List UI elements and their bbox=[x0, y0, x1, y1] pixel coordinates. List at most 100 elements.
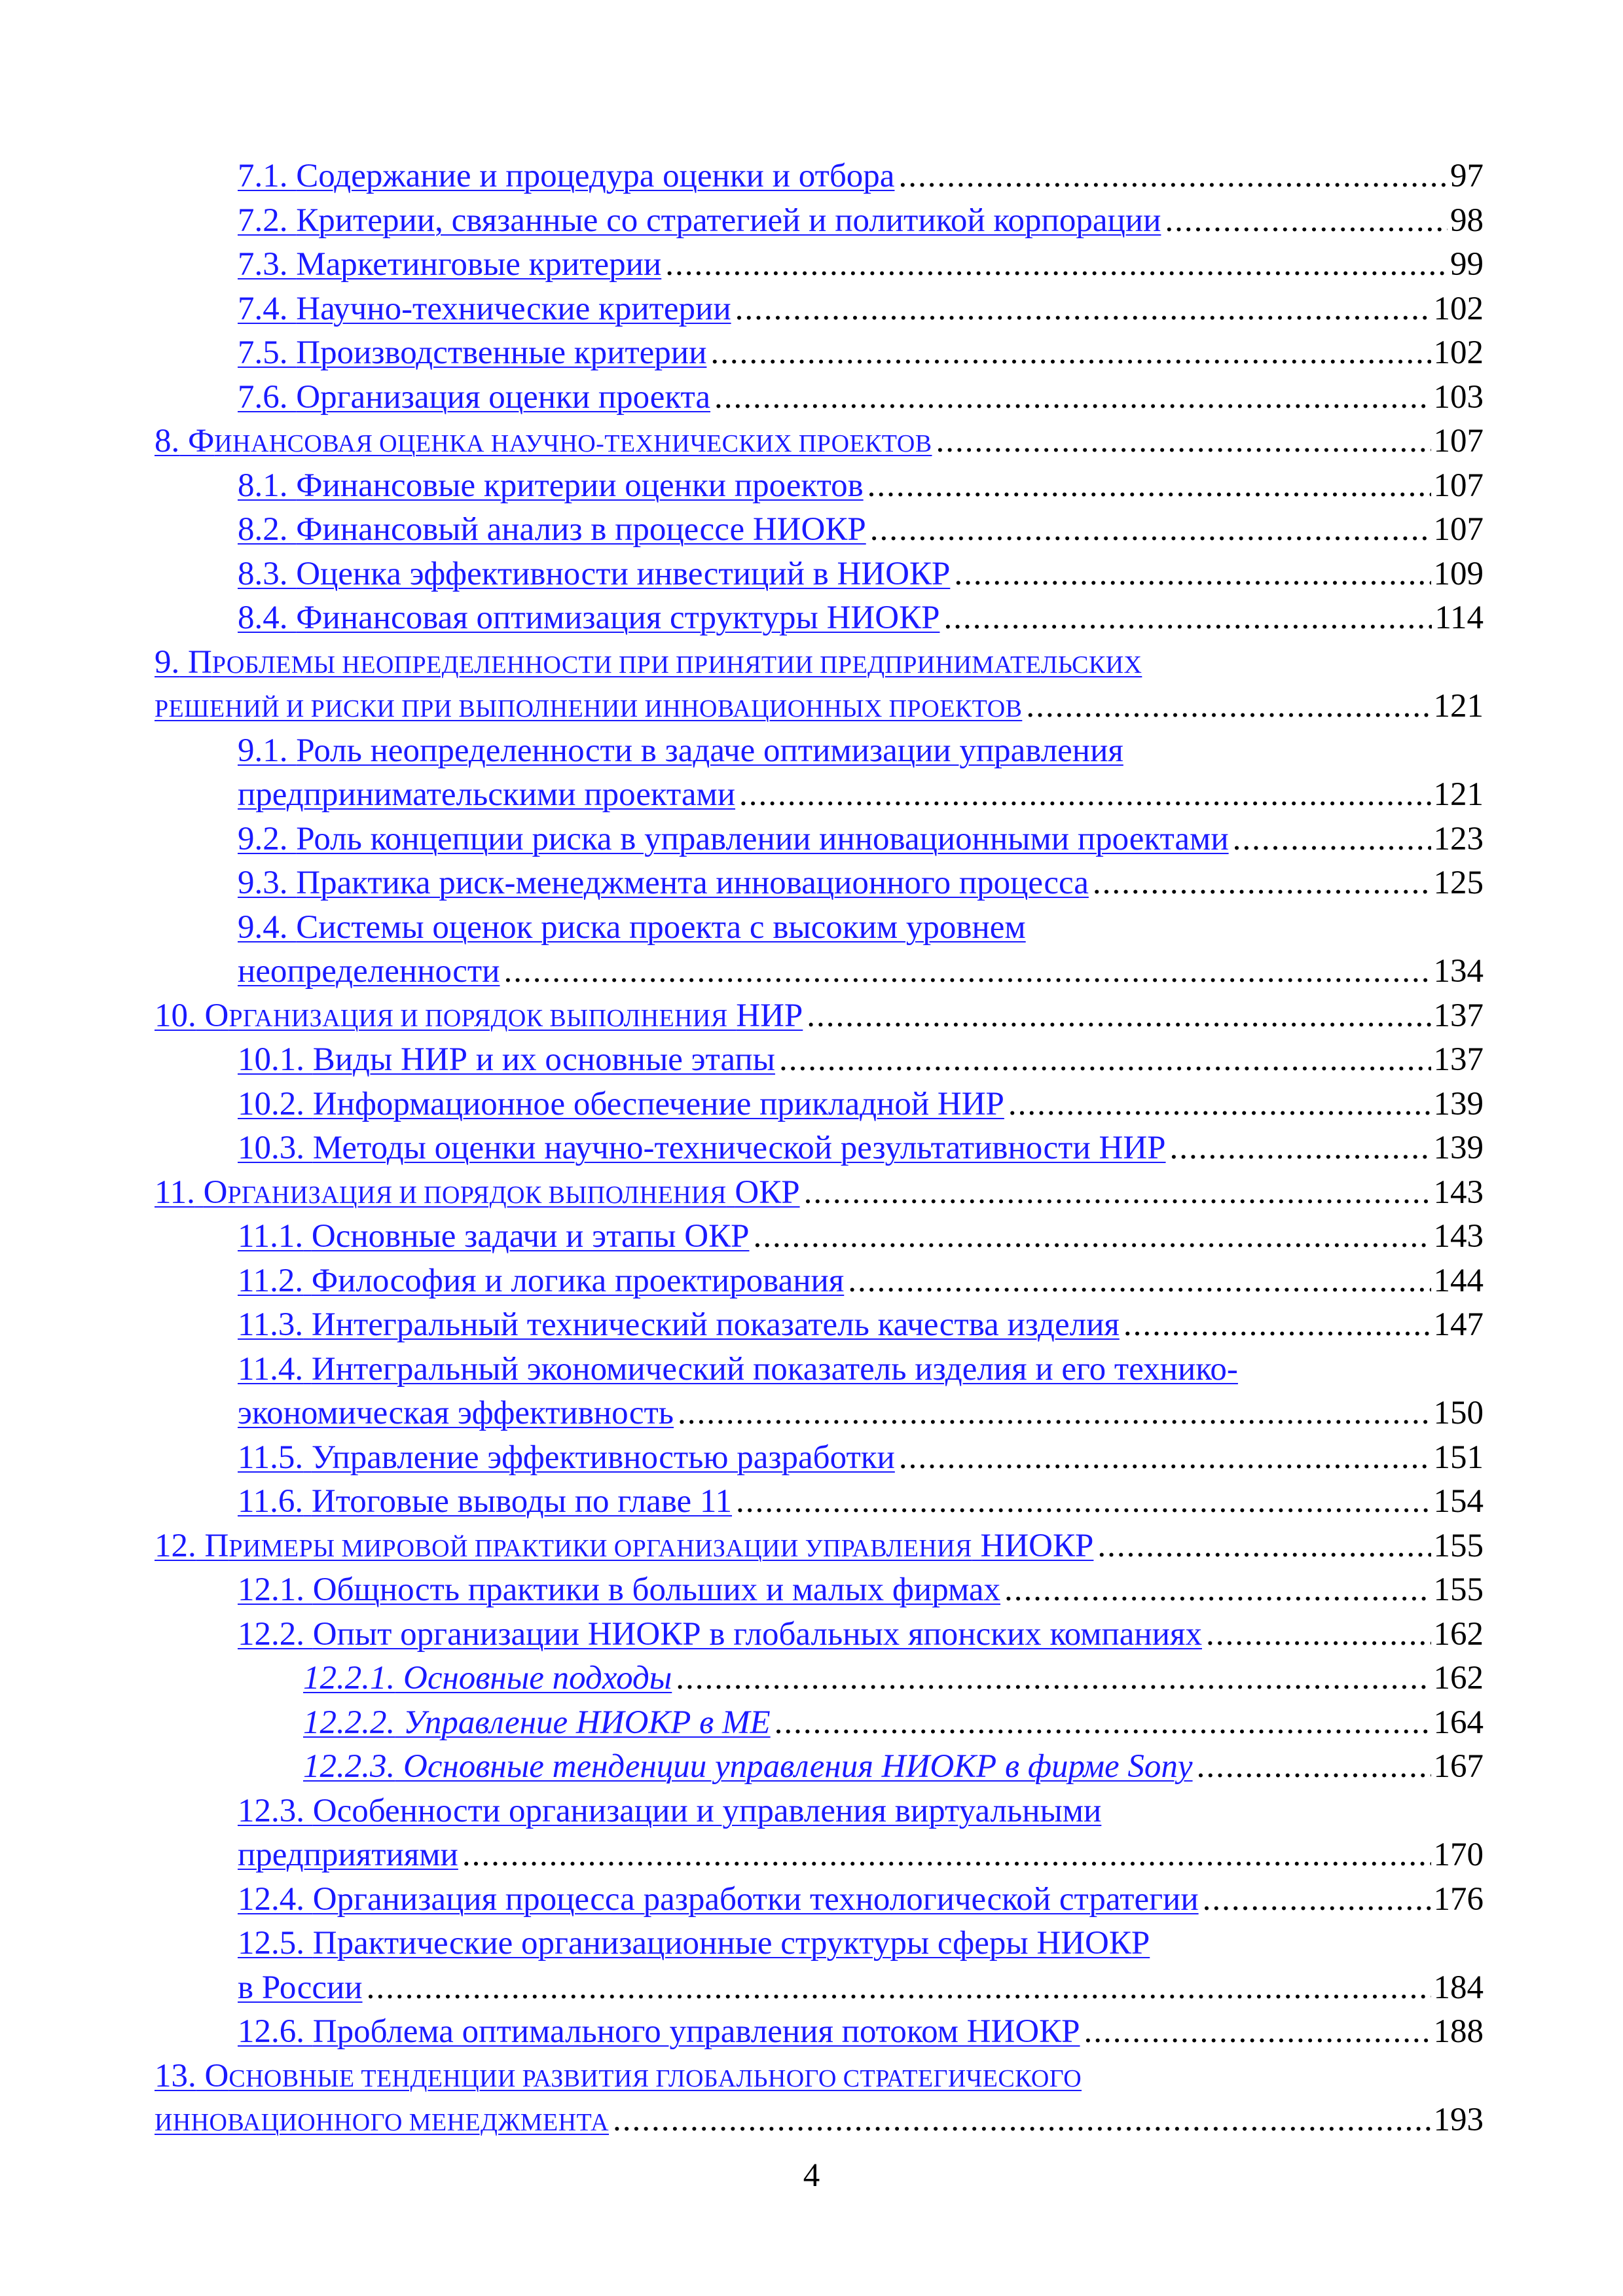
toc-entry: 7.6. Организация оценки проекта 103 bbox=[155, 376, 1484, 420]
toc-link[interactable]: 8.4. Финансовая оптимизация структуры НИ… bbox=[238, 600, 940, 636]
dot-leader bbox=[367, 1966, 1431, 2011]
dot-leader bbox=[462, 1833, 1431, 1878]
toc-link[interactable]: 10.2. Информационное обеспечение приклад… bbox=[238, 1085, 1004, 1122]
toc-entry: 11.2. Философия и логика проектирования … bbox=[155, 1259, 1484, 1304]
dot-leader bbox=[1197, 1745, 1431, 1789]
toc-link-continued[interactable]: предпринимательскими проектами bbox=[238, 776, 736, 813]
toc-link[interactable]: 7.4. Научно-технические критерии bbox=[238, 290, 731, 327]
toc-link[interactable]: 12.2.2. Управление НИОКР в МЕ bbox=[303, 1704, 771, 1741]
dot-leader bbox=[807, 994, 1431, 1039]
table-of-contents: 7.1. Содержание и процедура оценки и отб… bbox=[155, 154, 1484, 2143]
toc-page-number: 98 bbox=[1450, 202, 1484, 239]
toc-link[interactable]: 9.4. Системы оценок риска проекта с высо… bbox=[238, 908, 1026, 946]
toc-link-continued[interactable]: предприятиями bbox=[238, 1837, 458, 1873]
toc-link[interactable]: 11.5. Управление эффективностью разработ… bbox=[238, 1439, 895, 1476]
toc-entry: 11.6. Итоговые выводы по главе 11 154 bbox=[155, 1480, 1484, 1524]
toc-link[interactable]: 7.1. Содержание и процедура оценки и отб… bbox=[238, 158, 895, 194]
toc-link[interactable]: 8.2. Финансовый анализ в процессе НИОКР bbox=[238, 511, 866, 548]
toc-chapter-entry: 10. ОРГАНИЗАЦИЯ И ПОРЯДОК ВЫПОЛНЕНИЯ НИР… bbox=[155, 994, 1484, 1039]
toc-chapter-link[interactable]: 8. ФИНАНСОВАЯ ОЦЕНКА НАУЧНО-ТЕХНИЧЕСКИХ … bbox=[155, 423, 932, 459]
dot-leader bbox=[1026, 685, 1431, 729]
toc-link[interactable]: 12.1. Общность практики в больших и малы… bbox=[238, 1571, 1001, 1608]
toc-entry: 9.3. Практика риск-менеджмента инновацио… bbox=[155, 861, 1484, 906]
toc-entry: 11.4. Интегральный экономический показат… bbox=[155, 1348, 1484, 1436]
toc-link[interactable]: 7.6. Организация оценки проекта bbox=[238, 378, 711, 416]
toc-page-number: 121 bbox=[1433, 776, 1484, 813]
toc-page-number: 97 bbox=[1450, 158, 1484, 194]
toc-page-number: 139 bbox=[1433, 1085, 1484, 1122]
toc-chapter-link[interactable]: 9. ПРОБЛЕМЫ НЕОПРЕДЕЛЕННОСТИ ПРИ ПРИНЯТИ… bbox=[155, 643, 1142, 681]
toc-entry: 7.3. Маркетинговые критерии 99 bbox=[155, 243, 1484, 287]
toc-link[interactable]: 9.3. Практика риск-менеджмента инновацио… bbox=[238, 865, 1089, 901]
toc-page-number: 107 bbox=[1433, 467, 1484, 504]
toc-page-number: 102 bbox=[1433, 334, 1484, 371]
toc-page-number: 139 bbox=[1433, 1130, 1484, 1166]
toc-entry: 11.1. Основные задачи и этапы ОКР 143 bbox=[155, 1215, 1484, 1259]
toc-page-number: 143 bbox=[1433, 1218, 1484, 1255]
toc-page-number: 143 bbox=[1433, 1174, 1484, 1211]
toc-chapter-entry: 9. ПРОБЛЕМЫ НЕОПРЕДЕЛЕННОСТИ ПРИ ПРИНЯТИ… bbox=[155, 641, 1484, 729]
toc-link[interactable]: 11.4. Интегральный экономический показат… bbox=[238, 1350, 1238, 1388]
toc-entry: 8.1. Финансовые критерии оценки проектов… bbox=[155, 464, 1484, 509]
toc-chapter-entry: 13. ОСНОВНЫЕ ТЕНДЕНЦИИ РАЗВИТИЯ ГЛОБАЛЬН… bbox=[155, 2054, 1484, 2143]
toc-link[interactable]: 12.6. Проблема оптимального управления п… bbox=[238, 2013, 1080, 2050]
dot-leader bbox=[898, 154, 1448, 199]
dot-leader bbox=[775, 1701, 1431, 1746]
toc-link[interactable]: 11.1. Основные задачи и этапы ОКР bbox=[238, 1218, 750, 1255]
dot-leader bbox=[503, 950, 1431, 994]
toc-link[interactable]: 9.2. Роль концепции риска в управлении и… bbox=[238, 820, 1229, 857]
toc-link[interactable]: 12.5. Практические организационные струк… bbox=[238, 1925, 1150, 1962]
toc-chapter-entry: 8. ФИНАНСОВАЯ ОЦЕНКА НАУЧНО-ТЕХНИЧЕСКИХ … bbox=[155, 420, 1484, 464]
toc-link-continued[interactable]: в России bbox=[238, 1969, 363, 2006]
toc-chapter-link[interactable]: 12. ПРИМЕРЫ МИРОВОЙ ПРАКТИКИ ОРГАНИЗАЦИИ… bbox=[155, 1527, 1094, 1564]
toc-chapter-link-continued[interactable]: ИННОВАЦИОННОГО МЕНЕДЖМЕНТА bbox=[155, 2109, 610, 2136]
dot-leader bbox=[739, 773, 1431, 817]
dot-leader bbox=[1203, 1878, 1431, 1922]
toc-entry: 7.1. Содержание и процедура оценки и отб… bbox=[155, 154, 1484, 199]
toc-link[interactable]: 12.2.3. Основные тенденции управления НИ… bbox=[303, 1748, 1193, 1785]
toc-entry: 12.5. Практические организационные струк… bbox=[155, 1922, 1484, 2010]
toc-chapter-link[interactable]: 13. ОСНОВНЫЕ ТЕНДЕНЦИИ РАЗВИТИЯ ГЛОБАЛЬН… bbox=[155, 2057, 1082, 2094]
toc-link[interactable]: 7.2. Критерии, связанные со стратегией и… bbox=[238, 202, 1161, 239]
toc-entry: 12.2. Опыт организации НИОКР в глобальны… bbox=[155, 1613, 1484, 1657]
toc-link[interactable]: 12.2.1. Основные подходы bbox=[303, 1660, 672, 1696]
toc-link[interactable]: 10.1. Виды НИР и их основные этапы bbox=[238, 1041, 775, 1078]
toc-link[interactable]: 8.1. Финансовые критерии оценки проектов bbox=[238, 467, 864, 504]
toc-page-number: 107 bbox=[1433, 511, 1484, 548]
toc-page-number: 102 bbox=[1433, 290, 1484, 327]
dot-leader bbox=[870, 508, 1431, 552]
dot-leader bbox=[1165, 199, 1448, 243]
toc-entry: 7.4. Научно-технические критерии 102 bbox=[155, 287, 1484, 332]
toc-link[interactable]: 10.3. Методы оценки научно-технической р… bbox=[238, 1130, 1166, 1166]
toc-chapter-link-continued[interactable]: РЕШЕНИЙ И РИСКИ ПРИ ВЫПОЛНЕНИИ ИННОВАЦИО… bbox=[155, 695, 1023, 723]
dot-leader bbox=[1123, 1303, 1431, 1348]
toc-chapter-link[interactable]: 11. ОРГАНИЗАЦИЯ И ПОРЯДОК ВЫПОЛНЕНИЯ ОКР bbox=[155, 1174, 800, 1211]
toc-entry: 11.5. Управление эффективностью разработ… bbox=[155, 1436, 1484, 1480]
toc-page-number: 125 bbox=[1433, 865, 1484, 901]
dot-leader bbox=[1233, 817, 1431, 862]
toc-link[interactable]: 9.1. Роль неопределенности в задаче опти… bbox=[238, 732, 1123, 769]
dot-leader bbox=[1097, 1524, 1431, 1569]
dot-leader bbox=[899, 1436, 1431, 1480]
toc-page-number: 147 bbox=[1433, 1306, 1484, 1343]
toc-link[interactable]: 7.5. Производственные критерии bbox=[238, 334, 707, 371]
toc-link[interactable]: 8.3. Оценка эффективности инвестиций в Н… bbox=[238, 555, 951, 592]
toc-page-number: 151 bbox=[1433, 1439, 1484, 1476]
dot-leader bbox=[943, 596, 1432, 641]
toc-page-number: 155 bbox=[1433, 1527, 1484, 1564]
toc-link[interactable]: 11.6. Итоговые выводы по главе 11 bbox=[238, 1483, 732, 1520]
toc-link[interactable]: 11.2. Философия и логика проектирования bbox=[238, 1262, 845, 1299]
dot-leader bbox=[1008, 1083, 1431, 1127]
toc-entry: 12.3. Особенности организации и управлен… bbox=[155, 1789, 1484, 1878]
toc-link-continued[interactable]: неопределенности bbox=[238, 953, 500, 990]
toc-link[interactable]: 12.4. Организация процесса разработки те… bbox=[238, 1880, 1199, 1918]
toc-chapter-entry: 12. ПРИМЕРЫ МИРОВОЙ ПРАКТИКИ ОРГАНИЗАЦИИ… bbox=[155, 1524, 1484, 1569]
toc-entry: 7.5. Производственные критерии 102 bbox=[155, 331, 1484, 376]
toc-page-number: 99 bbox=[1450, 246, 1484, 283]
toc-link[interactable]: 12.3. Особенности организации и управлен… bbox=[238, 1792, 1102, 1829]
toc-link-continued[interactable]: экономическая эффективность bbox=[238, 1395, 674, 1431]
toc-link[interactable]: 12.2. Опыт организации НИОКР в глобальны… bbox=[238, 1615, 1202, 1653]
toc-chapter-link[interactable]: 10. ОРГАНИЗАЦИЯ И ПОРЯДОК ВЫПОЛНЕНИЯ НИР bbox=[155, 997, 803, 1034]
toc-link[interactable]: 7.3. Маркетинговые критерии bbox=[238, 246, 662, 283]
toc-link[interactable]: 11.3. Интегральный технический показател… bbox=[238, 1306, 1120, 1343]
